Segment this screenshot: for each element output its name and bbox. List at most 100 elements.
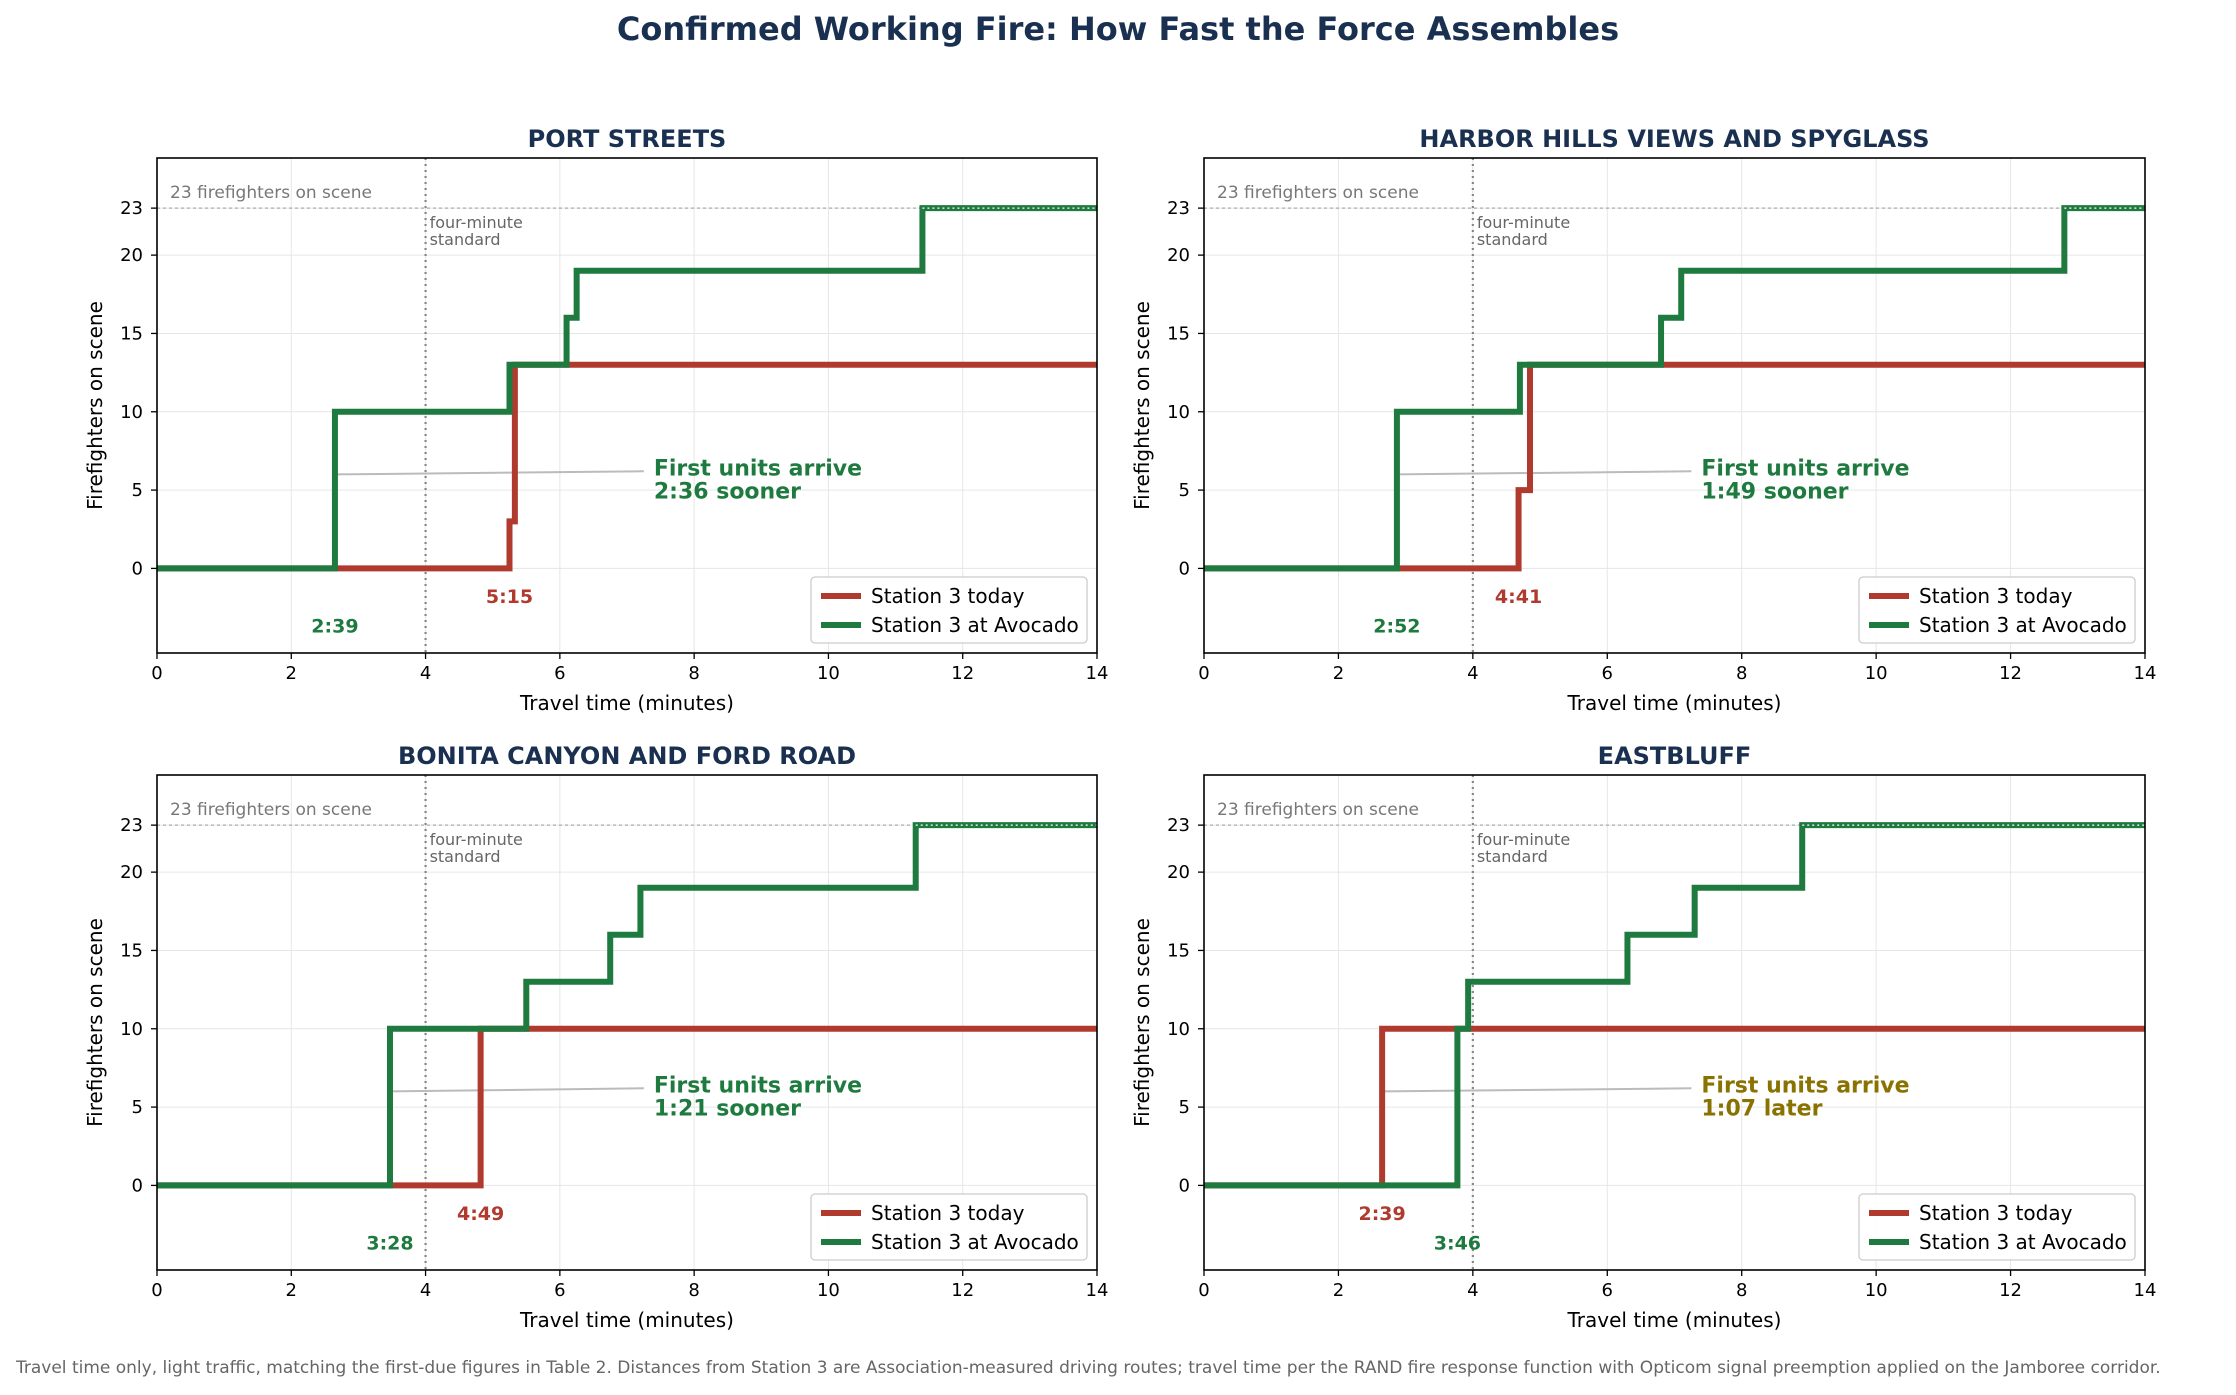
y-tick-label: 23 (120, 815, 143, 836)
x-tick-label: 2 (286, 663, 297, 684)
x-axis-label: Travel time (minutes) (1567, 1308, 1782, 1332)
legend-label: Station 3 at Avocado (871, 1230, 1079, 1254)
x-axis-label: Travel time (minutes) (1567, 691, 1782, 715)
y-tick-label: 10 (120, 1019, 143, 1040)
arrival-label: 5:15 (486, 586, 533, 608)
y-tick-label: 20 (1167, 862, 1190, 883)
standard-label: standard (430, 847, 501, 866)
standard-label: four-minute (1477, 830, 1570, 849)
arrival-label: 4:41 (1495, 586, 1542, 608)
y-tick-label: 23 (1167, 198, 1190, 219)
annotation-connector (1382, 1087, 1692, 1093)
standard-label: standard (1477, 230, 1548, 249)
reference-label: 23 firefighters on scene (170, 800, 372, 820)
legend-box (810, 576, 1088, 644)
x-tick-label: 12 (1999, 1280, 2022, 1301)
x-tick-label: 14 (1086, 663, 1109, 684)
y-tick-label: 5 (132, 1097, 143, 1118)
annotation-text: 2:36 sooner (654, 479, 801, 504)
x-tick-label: 8 (1736, 663, 1747, 684)
x-tick-label: 6 (554, 1280, 565, 1301)
legend-label: Station 3 at Avocado (871, 613, 1079, 637)
series-line-2 (157, 822, 1097, 1189)
panel-4: EASTBLUFF 23 firefighters on scene four-mi… (1130, 742, 2156, 1332)
standard-label: four-minute (430, 830, 523, 849)
y-tick-label: 0 (132, 558, 143, 579)
panel-1: PORT STREETS 23 firefighters on scene four… (83, 125, 1108, 715)
x-tick-label: 12 (951, 663, 974, 684)
x-tick-label: 0 (151, 1280, 162, 1301)
y-tick-label: 10 (1167, 402, 1190, 423)
x-tick-label: 4 (1467, 1280, 1478, 1301)
y-tick-label: 15 (1167, 940, 1190, 961)
x-tick-label: 2 (1333, 1280, 1344, 1301)
panel-3: BONITA CANYON AND FORD ROAD 23 firefighte… (83, 742, 1108, 1332)
x-tick-label: 10 (1865, 663, 1888, 684)
plot-frame (156, 157, 1098, 654)
legend: Station 3 today Station 3 at Avocado (810, 1193, 1088, 1261)
y-tick-label: 23 (1167, 815, 1190, 836)
annotation-text: 1:07 later (1701, 1096, 1822, 1121)
x-tick-label: 6 (554, 663, 565, 684)
legend-label: Station 3 today (871, 1201, 1025, 1225)
x-tick-label: 2 (1333, 663, 1344, 684)
annotation-text: First units arrive (654, 456, 862, 481)
y-axis-label: Firefighters on scene (83, 918, 107, 1127)
y-axis-label: Firefighters on scene (1130, 301, 1154, 510)
x-tick-label: 4 (1467, 663, 1478, 684)
figure-title: Confirmed Working Fire: How Fast the For… (616, 10, 1620, 48)
arrival-label: 4:49 (457, 1203, 504, 1225)
x-axis-label: Travel time (minutes) (519, 691, 734, 715)
y-tick-label: 0 (1179, 558, 1190, 579)
y-tick-label: 5 (1179, 480, 1190, 501)
annotation-text: First units arrive (1701, 456, 1909, 481)
arrival-label: 2:52 (1373, 616, 1420, 638)
x-tick-label: 10 (817, 663, 840, 684)
legend-label: Station 3 today (871, 584, 1025, 608)
y-tick-label: 20 (120, 245, 143, 266)
legend: Station 3 today Station 3 at Avocado (1858, 576, 2136, 644)
legend-label: Station 3 at Avocado (1919, 1230, 2127, 1254)
legend-label: Station 3 today (1919, 1201, 2073, 1225)
panel-title: BONITA CANYON AND FORD ROAD (398, 742, 856, 770)
x-axis-label: Travel time (minutes) (519, 1308, 734, 1332)
y-tick-label: 5 (1179, 1097, 1190, 1118)
standard-label: standard (430, 230, 501, 249)
figure-footnote: Travel time only, light traffic, matchin… (16, 1358, 2161, 1378)
x-tick-label: 10 (817, 1280, 840, 1301)
y-tick-label: 15 (120, 323, 143, 344)
annotation-connector (334, 470, 644, 476)
annotation-text: First units arrive (654, 1073, 862, 1098)
x-tick-label: 12 (1999, 663, 2022, 684)
x-tick-label: 0 (151, 663, 162, 684)
y-tick-label: 0 (132, 1175, 143, 1196)
x-tick-label: 0 (1198, 663, 1209, 684)
standard-label: four-minute (430, 213, 523, 232)
x-tick-label: 8 (688, 663, 699, 684)
series-line-2 (1204, 205, 2145, 572)
x-tick-label: 0 (1198, 1280, 1209, 1301)
reference-label: 23 firefighters on scene (1217, 183, 1419, 203)
y-tick-label: 15 (1167, 323, 1190, 344)
x-tick-label: 4 (420, 663, 431, 684)
x-tick-label: 14 (1086, 1280, 1109, 1301)
x-tick-label: 14 (2134, 1280, 2157, 1301)
x-tick-label: 4 (420, 1280, 431, 1301)
legend-label: Station 3 today (1919, 584, 2073, 608)
standard-label: standard (1477, 847, 1548, 866)
legend-box (810, 1193, 1088, 1261)
y-axis-label: Firefighters on scene (83, 301, 107, 510)
y-tick-label: 5 (132, 480, 143, 501)
annotation-text: 1:21 sooner (654, 1096, 801, 1121)
y-tick-label: 0 (1179, 1175, 1190, 1196)
plot-frame (1203, 774, 2146, 1271)
panel-title: HARBOR HILLS VIEWS AND SPYGLASS (1419, 125, 1929, 153)
x-tick-label: 6 (1602, 663, 1613, 684)
legend-label: Station 3 at Avocado (1919, 613, 2127, 637)
arrival-label: 2:39 (311, 616, 358, 638)
x-tick-label: 2 (286, 1280, 297, 1301)
legend-box (1858, 1193, 2136, 1261)
x-tick-label: 8 (688, 1280, 699, 1301)
x-tick-label: 10 (1865, 1280, 1888, 1301)
